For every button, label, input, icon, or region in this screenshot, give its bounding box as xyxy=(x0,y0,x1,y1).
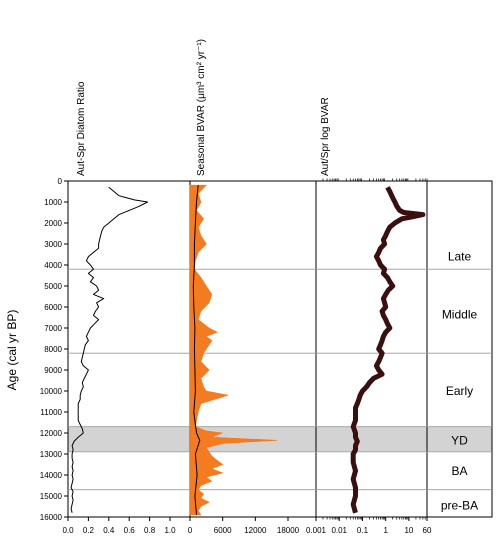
panel-log-tick-label: 60 xyxy=(423,526,432,535)
panel-log-xlabel: Aut/Spr log BVAR xyxy=(320,97,331,176)
age-tick-label: 3000 xyxy=(44,240,62,249)
panel-bvar-xlabel: Seasonal BVAR (μm³ cm² yr⁻¹) xyxy=(196,39,207,176)
panel-bvar-series-1-line xyxy=(192,185,201,515)
axes-layer: 0100020003000400050006000700080009000100… xyxy=(40,177,432,535)
panel-ratio-tick-label: 0.6 xyxy=(124,526,136,535)
age-tick-label: 1000 xyxy=(44,198,62,207)
panel-bvar-tick-label: 6000 xyxy=(214,526,232,535)
panel-log-tick-label: 0.001 xyxy=(306,526,327,535)
panel-frames xyxy=(67,180,493,518)
zone-label-2: Early xyxy=(446,384,473,398)
panel-bvar-series-0-area xyxy=(189,184,278,516)
panel-ratio-tick-label: 0.2 xyxy=(83,526,95,535)
age-tick-label: 16000 xyxy=(40,513,63,522)
panel-ratio-tick-label: 0.0 xyxy=(62,526,74,535)
panel-bvar-tick-label: 12000 xyxy=(244,526,267,535)
zone-label-3: YD xyxy=(451,433,468,447)
age-tick-label: 11000 xyxy=(40,408,62,417)
age-tick-label: 13000 xyxy=(40,450,63,459)
panel-log-tick-label: 10 xyxy=(404,526,413,535)
data-series-layer xyxy=(70,184,426,516)
age-tick-label: 9000 xyxy=(44,366,62,375)
age-tick-label: 7000 xyxy=(44,324,62,333)
panel-ratio-xlabel: Aut-Spr Diatom Ratio xyxy=(76,81,87,176)
panel-log-tick-label: 1 xyxy=(383,526,388,535)
plot-frame xyxy=(67,180,493,518)
age-tick-label: 10000 xyxy=(40,387,63,396)
panel-ratio-tick-label: 0.4 xyxy=(103,526,115,535)
zone-label-5: pre-BA xyxy=(441,498,478,512)
zone-label-1: Middle xyxy=(442,307,478,321)
age-tick-label: 8000 xyxy=(44,345,62,354)
panel-log-tick-label: 0.01 xyxy=(331,526,347,535)
panel-ratio-tick-label: 0.8 xyxy=(144,526,156,535)
zone-labels-layer: Late Middle Early YD BA pre-BA xyxy=(441,250,478,513)
panel-bvar-tick-label: 18000 xyxy=(277,526,300,535)
panel-log-tick-label: 0.1 xyxy=(357,526,369,535)
zone-label-0: Late xyxy=(448,250,472,264)
panel-ratio-series-0-line xyxy=(70,186,149,513)
shaded-interval xyxy=(68,426,492,452)
age-tick-label: 15000 xyxy=(40,492,63,501)
panel-log-series-0-line xyxy=(350,186,426,514)
zone-boundary-lines xyxy=(68,268,492,491)
age-tick-label: 14000 xyxy=(40,471,63,480)
age-tick-label: 0 xyxy=(58,177,63,186)
panel-bvar-tick-label: 0 xyxy=(188,526,193,535)
age-tick-label: 2000 xyxy=(44,219,62,228)
age-tick-label: 4000 xyxy=(44,261,62,270)
age-tick-label: 5000 xyxy=(44,282,62,291)
shaded-interval-layer xyxy=(68,426,492,452)
zone-label-4: BA xyxy=(451,464,467,478)
panel-ratio-tick-label: 1.0 xyxy=(164,526,176,535)
age-tick-label: 12000 xyxy=(40,429,63,438)
y-axis-title: Age (cal yr BP) xyxy=(5,310,19,391)
age-tick-label: 6000 xyxy=(44,303,62,312)
